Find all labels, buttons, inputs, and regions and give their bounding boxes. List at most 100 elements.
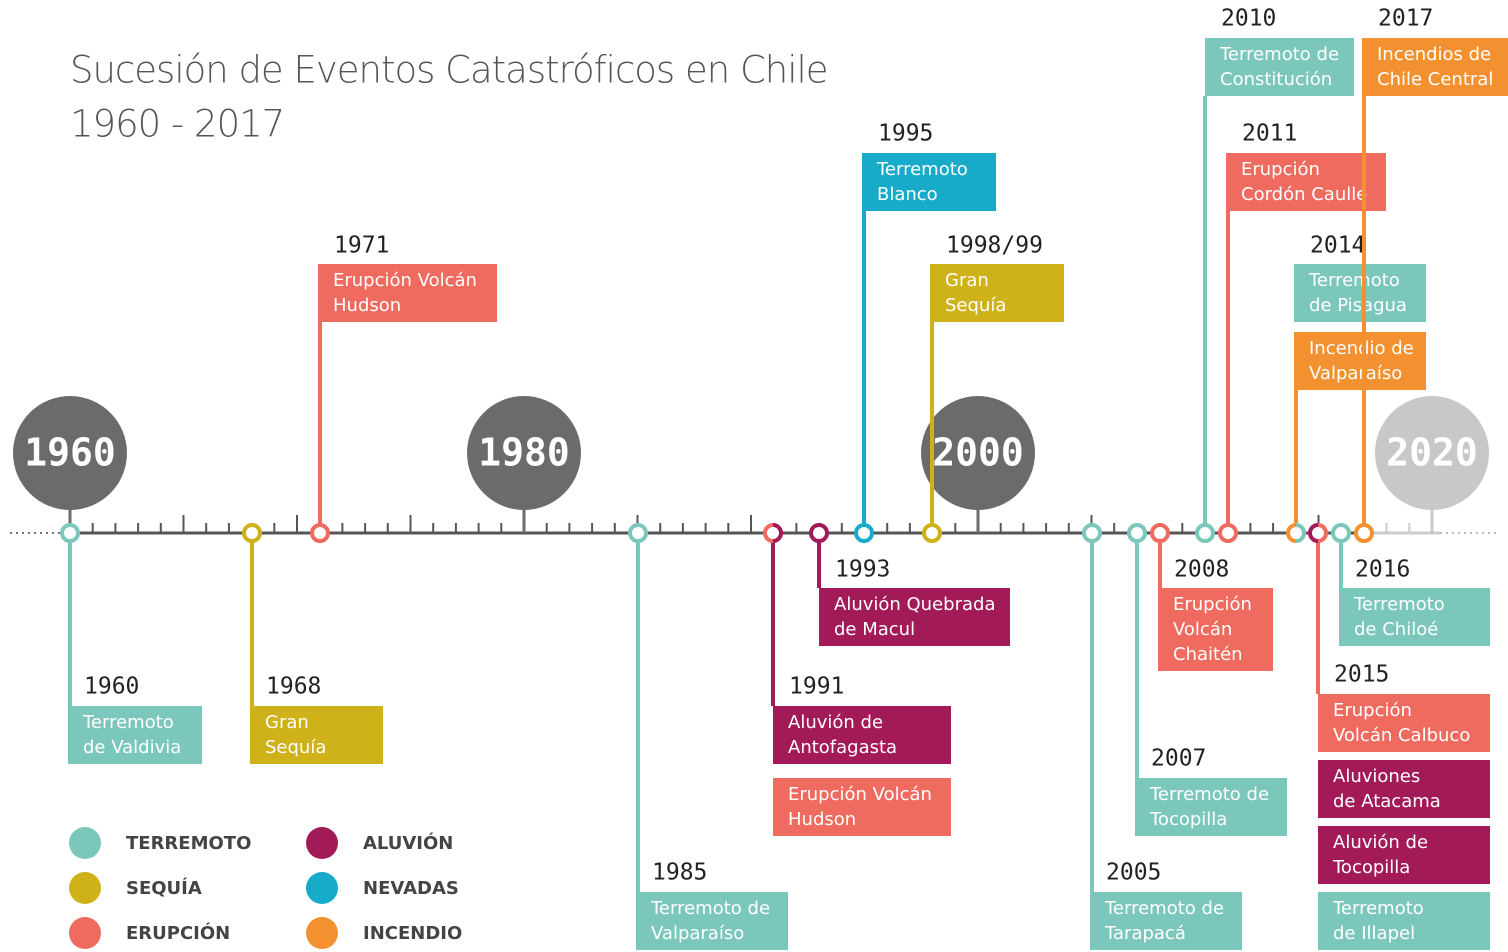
event-year: 2015	[1334, 662, 1389, 688]
event-text: Cordón Caulle	[1241, 184, 1367, 205]
event-year: 2010	[1221, 6, 1276, 32]
event-box	[862, 153, 996, 211]
event-year: 1998/99	[946, 233, 1043, 259]
event-box	[1090, 892, 1242, 950]
event-dot	[1127, 523, 1147, 543]
event-year: 2011	[1242, 121, 1297, 147]
legend-label: INCENDIO	[363, 923, 462, 944]
event-text: Aluviones	[1333, 766, 1420, 787]
event-text: Terremoto	[1353, 594, 1445, 615]
legend-label: ALUVIÓN	[363, 832, 453, 854]
decade-circle	[13, 396, 127, 510]
event-dot	[763, 523, 774, 543]
event-text: Erupción	[1173, 594, 1252, 615]
event-box	[1205, 38, 1354, 96]
event-text: Terremoto de	[1219, 44, 1339, 65]
legend-dot	[69, 872, 101, 904]
event-box	[250, 706, 383, 764]
decade-circle	[467, 396, 581, 510]
event-dot	[809, 523, 829, 543]
event-year: 2016	[1355, 557, 1410, 583]
event-dot	[1331, 523, 1351, 543]
event-text: Erupción Volcán	[788, 784, 932, 805]
event-box	[819, 588, 1010, 646]
event-text: Incendios de	[1377, 44, 1491, 65]
event-dot	[1286, 523, 1297, 543]
event-text: de Valdivia	[83, 737, 181, 758]
event-box	[1158, 588, 1273, 671]
event-text: de Macul	[834, 619, 915, 640]
legend-dot	[306, 827, 338, 859]
event-text: Chile Central	[1377, 69, 1493, 90]
event-box	[636, 892, 788, 950]
event-dot	[1308, 523, 1319, 543]
event-box	[1318, 760, 1490, 818]
event-text: Erupción	[1241, 159, 1320, 180]
event-box	[1135, 778, 1287, 836]
event-dot	[242, 523, 262, 543]
event-text: de Pisagua	[1309, 295, 1407, 316]
legend-dot	[69, 917, 101, 949]
event-text: Constitución	[1220, 69, 1332, 90]
event-year: 1971	[334, 233, 389, 259]
title-line: Sucesión de Eventos Catastróficos en Chi…	[70, 49, 828, 92]
event-dot	[1295, 523, 1306, 543]
event-year: 2008	[1174, 557, 1229, 583]
legend-dot	[306, 872, 338, 904]
event-text: Hudson	[333, 295, 401, 316]
legend-label: ERUPCIÓN	[126, 922, 230, 944]
event-text: de Illapel	[1333, 923, 1415, 944]
event-text: Blanco	[877, 184, 938, 205]
event-text: Terremoto	[1332, 898, 1424, 919]
event-dot	[310, 523, 330, 543]
event-year: 2017	[1378, 6, 1433, 32]
event-text: Chaitén	[1173, 644, 1243, 665]
event-text: Volcán Calbuco	[1333, 725, 1470, 746]
event-text: Tocopilla	[1149, 809, 1227, 830]
legend-dot	[69, 827, 101, 859]
event-text: Gran	[945, 270, 989, 291]
legend-label: NEVADAS	[363, 878, 459, 899]
event-year: 1991	[789, 674, 844, 700]
event-year: 2014	[1310, 233, 1365, 259]
decade-label: 2020	[1386, 431, 1478, 475]
event-box	[68, 706, 202, 764]
legend-dot	[306, 917, 338, 949]
title-line: 1960 - 2017	[70, 103, 284, 146]
event-box	[1318, 892, 1490, 950]
event-text: Terremoto	[876, 159, 968, 180]
event-text: Valparaíso	[1309, 363, 1402, 384]
event-text: de Chiloé	[1354, 619, 1438, 640]
event-year: 1960	[84, 674, 139, 700]
event-box	[1339, 588, 1490, 646]
event-box	[318, 264, 497, 322]
event-text: Erupción	[1333, 700, 1412, 721]
decade-label: 2000	[932, 431, 1024, 475]
event-dot	[1195, 523, 1215, 543]
event-year: 1993	[835, 557, 890, 583]
event-text: de Atacama	[1333, 791, 1441, 812]
event-box	[1294, 332, 1426, 390]
event-year: 1968	[266, 674, 321, 700]
event-text: Tocopilla	[1332, 857, 1410, 878]
decade-circle	[1375, 396, 1489, 510]
event-text: Tarapacá	[1104, 923, 1186, 944]
event-box	[1318, 694, 1490, 752]
event-text: Incendio de	[1309, 338, 1414, 359]
event-text: Hudson	[788, 809, 856, 830]
event-dot	[1082, 523, 1102, 543]
event-year: 1985	[652, 860, 707, 886]
event-box	[1362, 38, 1508, 96]
event-dot	[60, 523, 80, 543]
event-text: Volcán	[1173, 619, 1232, 640]
event-text: Sequía	[265, 737, 326, 758]
event-text: Terremoto de	[1104, 898, 1224, 919]
event-dot	[922, 523, 942, 543]
decade-label: 1960	[24, 431, 116, 475]
event-text: Terremoto	[1308, 270, 1400, 291]
event-box	[773, 706, 951, 764]
event-dot	[1218, 523, 1238, 543]
event-text: Erupción Volcán	[333, 270, 477, 291]
event-text: Gran	[265, 712, 309, 733]
legend-label: SEQUÍA	[126, 877, 202, 899]
